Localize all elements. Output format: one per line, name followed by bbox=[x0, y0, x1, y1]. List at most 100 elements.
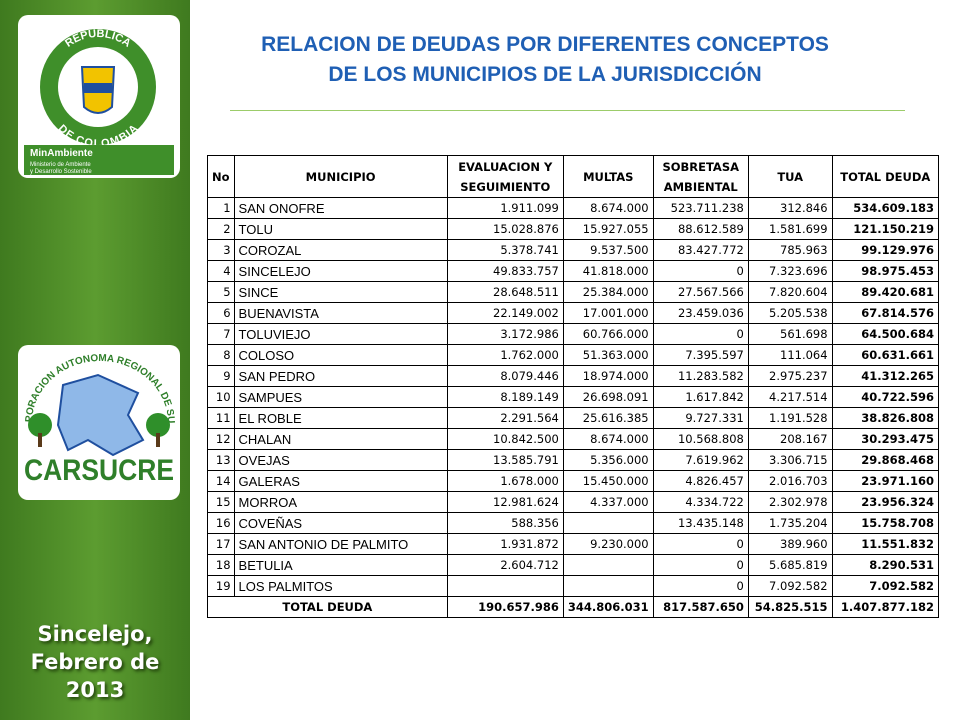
header-line: SEGUIMIENTO bbox=[460, 179, 551, 194]
cell: 6 bbox=[207, 302, 235, 324]
cell: 1.617.842 bbox=[652, 386, 749, 408]
municipality: COROZAL bbox=[233, 239, 448, 261]
cell: 111.064 bbox=[747, 344, 833, 366]
column-header: MUNICIPIO bbox=[233, 155, 448, 198]
cell: 0 bbox=[652, 554, 749, 576]
row: 11 EL ROBLE 2.291.564 25.616.385 9.727.331 1.… bbox=[207, 407, 940, 429]
cell: 7 bbox=[207, 323, 235, 345]
debt-table: No MUNICIPIO EVALUACION Y SEGUIMIENTO MULTAS… bbox=[207, 155, 940, 618]
cell: 15.450.000 bbox=[562, 470, 654, 492]
cell: 1.678.000 bbox=[446, 470, 564, 492]
cell: 23.459.036 bbox=[652, 302, 749, 324]
cell: 19 bbox=[207, 575, 235, 597]
title-line: RELACION DE DEUDAS POR DIFERENTES CONCEP… bbox=[261, 33, 829, 56]
cell: 11.283.582 bbox=[652, 365, 749, 387]
cell: 25.384.000 bbox=[562, 281, 654, 303]
cell: 99.129.976 bbox=[831, 239, 940, 261]
cell: 3.172.986 bbox=[446, 323, 564, 345]
cell: 17.001.000 bbox=[562, 302, 654, 324]
cell bbox=[446, 575, 564, 597]
brand: CARSUCRE bbox=[24, 454, 174, 487]
total-cell: TOTAL DEUDA bbox=[207, 596, 448, 618]
cell: 13 bbox=[207, 449, 235, 471]
cell: 25.616.385 bbox=[562, 407, 654, 429]
municipality: COVEÑAS bbox=[233, 512, 448, 534]
header-line: EVALUACION Y bbox=[458, 159, 553, 174]
cell: 10 bbox=[207, 386, 235, 408]
map-shape bbox=[56, 373, 145, 457]
cell: 23.971.160 bbox=[831, 470, 940, 492]
cell bbox=[562, 554, 654, 576]
cell: 0 bbox=[652, 260, 749, 282]
cell: 60.631.661 bbox=[831, 344, 940, 366]
column-header: EVALUACION Y SEGUIMIENTO bbox=[446, 155, 564, 198]
cell: 15 bbox=[207, 491, 235, 513]
row: 17 SAN ANTONIO DE PALMITO 1.931.872 9.230.0… bbox=[207, 533, 940, 555]
cell: 8.290.531 bbox=[831, 554, 940, 576]
cell: 523.711.238 bbox=[652, 197, 749, 219]
row: 10 SAMPUES 8.189.149 26.698.091 1.617.842 4.2… bbox=[207, 386, 940, 408]
cell: 15.758.708 bbox=[831, 512, 940, 534]
cell: 15.028.876 bbox=[446, 218, 564, 240]
cell: 98.975.453 bbox=[831, 260, 940, 282]
row: 12 CHALAN 10.842.500 8.674.000 10.568.808 208… bbox=[207, 428, 940, 450]
cell: 7.323.696 bbox=[747, 260, 833, 282]
tree bbox=[28, 413, 52, 437]
cell: 5.205.538 bbox=[747, 302, 833, 324]
cell: 5 bbox=[207, 281, 235, 303]
cell: 121.150.219 bbox=[831, 218, 940, 240]
municipality: SAN PEDRO bbox=[233, 365, 448, 387]
tree bbox=[146, 413, 170, 437]
cell: 30.293.475 bbox=[831, 428, 940, 450]
total-cell: 1.407.877.182 bbox=[831, 596, 940, 618]
cell: 13.435.148 bbox=[652, 512, 749, 534]
cell: 5.378.741 bbox=[446, 239, 564, 261]
carsucre-logo: CORPORACION AUTONOMA REGIONAL DE SUCRE C… bbox=[14, 337, 180, 500]
cell: 10.568.808 bbox=[652, 428, 749, 450]
total-cell: 190.657.986 bbox=[446, 596, 564, 618]
row: 1 SAN ONOFRE 1.911.099 8.674.000 523.711.238… bbox=[207, 197, 940, 219]
minambiente-logo: REPÚBLICA DE COLOMBIA MinAmbiente Minist… bbox=[18, 15, 180, 178]
cell: 561.698 bbox=[747, 323, 833, 345]
municipality: SAN ANTONIO DE PALMITO bbox=[233, 533, 448, 555]
cell: 67.814.576 bbox=[831, 302, 940, 324]
cell: 3.306.715 bbox=[747, 449, 833, 471]
cell: 389.960 bbox=[747, 533, 833, 555]
cell: 785.963 bbox=[747, 239, 833, 261]
cell: 11 bbox=[207, 407, 235, 429]
row: 3 COROZAL 5.378.741 9.537.500 83.427.772 785.… bbox=[207, 239, 940, 261]
cell: 88.612.589 bbox=[652, 218, 749, 240]
municipality: EL ROBLE bbox=[233, 407, 448, 429]
shield-band bbox=[84, 83, 112, 93]
cell: 2.016.703 bbox=[747, 470, 833, 492]
cell: 9.727.331 bbox=[652, 407, 749, 429]
cell: 18 bbox=[207, 554, 235, 576]
cell: 1.931.872 bbox=[446, 533, 564, 555]
cell: 1.191.528 bbox=[747, 407, 833, 429]
cell: 28.648.511 bbox=[446, 281, 564, 303]
cell: 10.842.500 bbox=[446, 428, 564, 450]
total-cell: 54.825.515 bbox=[747, 596, 833, 618]
cell: 89.420.681 bbox=[831, 281, 940, 303]
cell: 26.698.091 bbox=[562, 386, 654, 408]
cell: 23.956.324 bbox=[831, 491, 940, 513]
cell: 12.981.624 bbox=[446, 491, 564, 513]
header-line: AMBIENTAL bbox=[663, 179, 738, 194]
municipality: BUENAVISTA bbox=[233, 302, 448, 324]
cell bbox=[562, 512, 654, 534]
row: 14 GALERAS 1.678.000 15.450.000 4.826.457 2.0… bbox=[207, 470, 940, 492]
total-cell: 817.587.650 bbox=[652, 596, 749, 618]
cell: 83.427.772 bbox=[652, 239, 749, 261]
cell: 60.766.000 bbox=[562, 323, 654, 345]
cell: 14 bbox=[207, 470, 235, 492]
header-line: SOBRETASA bbox=[662, 159, 740, 174]
cell: 2.975.237 bbox=[747, 365, 833, 387]
cell: 5.685.819 bbox=[747, 554, 833, 576]
brand-bar bbox=[24, 145, 174, 175]
cell: 9 bbox=[207, 365, 235, 387]
trunk bbox=[156, 433, 160, 447]
cell: 5.356.000 bbox=[562, 449, 654, 471]
row: 5 SINCE 28.648.511 25.384.000 27.567.566 7.82… bbox=[207, 281, 940, 303]
brand: MinAmbiente bbox=[30, 148, 93, 159]
